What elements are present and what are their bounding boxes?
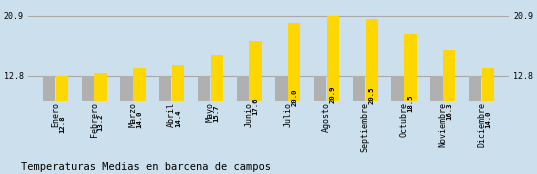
Bar	[288, 23, 301, 172]
Text: 20.9: 20.9	[4, 12, 24, 21]
Bar	[430, 76, 442, 172]
Bar	[391, 76, 404, 172]
Text: 12.8: 12.8	[59, 115, 65, 133]
Bar	[56, 76, 68, 172]
Text: 14.0: 14.0	[485, 111, 491, 128]
Text: 20.9: 20.9	[513, 12, 533, 21]
Bar	[159, 76, 171, 172]
Text: 20.9: 20.9	[330, 85, 336, 103]
Bar	[236, 76, 249, 172]
Text: 20.0: 20.0	[291, 89, 297, 106]
Bar	[172, 65, 184, 172]
Bar	[249, 41, 262, 172]
Text: 12.8: 12.8	[513, 72, 533, 81]
Bar	[133, 68, 146, 172]
Text: 12.8: 12.8	[4, 72, 24, 81]
Bar	[198, 76, 210, 172]
Bar	[120, 76, 133, 172]
Bar	[43, 76, 55, 172]
Bar	[482, 68, 494, 172]
Text: 16.3: 16.3	[446, 102, 452, 120]
Text: Temperaturas Medias en barcena de campos: Temperaturas Medias en barcena de campos	[21, 162, 272, 172]
Bar	[443, 50, 455, 172]
Bar	[366, 19, 378, 172]
Text: 13.2: 13.2	[98, 114, 104, 131]
Bar	[95, 73, 107, 172]
Bar	[327, 16, 339, 172]
Text: 14.0: 14.0	[136, 111, 142, 128]
Text: 15.7: 15.7	[214, 105, 220, 122]
Bar	[275, 76, 288, 172]
Bar	[314, 76, 326, 172]
Text: 14.4: 14.4	[175, 109, 181, 127]
Bar	[404, 34, 417, 172]
Text: 18.5: 18.5	[408, 94, 413, 112]
Bar	[82, 76, 94, 172]
Text: 17.6: 17.6	[252, 97, 258, 115]
Text: 20.5: 20.5	[369, 87, 375, 104]
Bar	[469, 76, 481, 172]
Bar	[211, 55, 223, 172]
Bar	[353, 76, 365, 172]
